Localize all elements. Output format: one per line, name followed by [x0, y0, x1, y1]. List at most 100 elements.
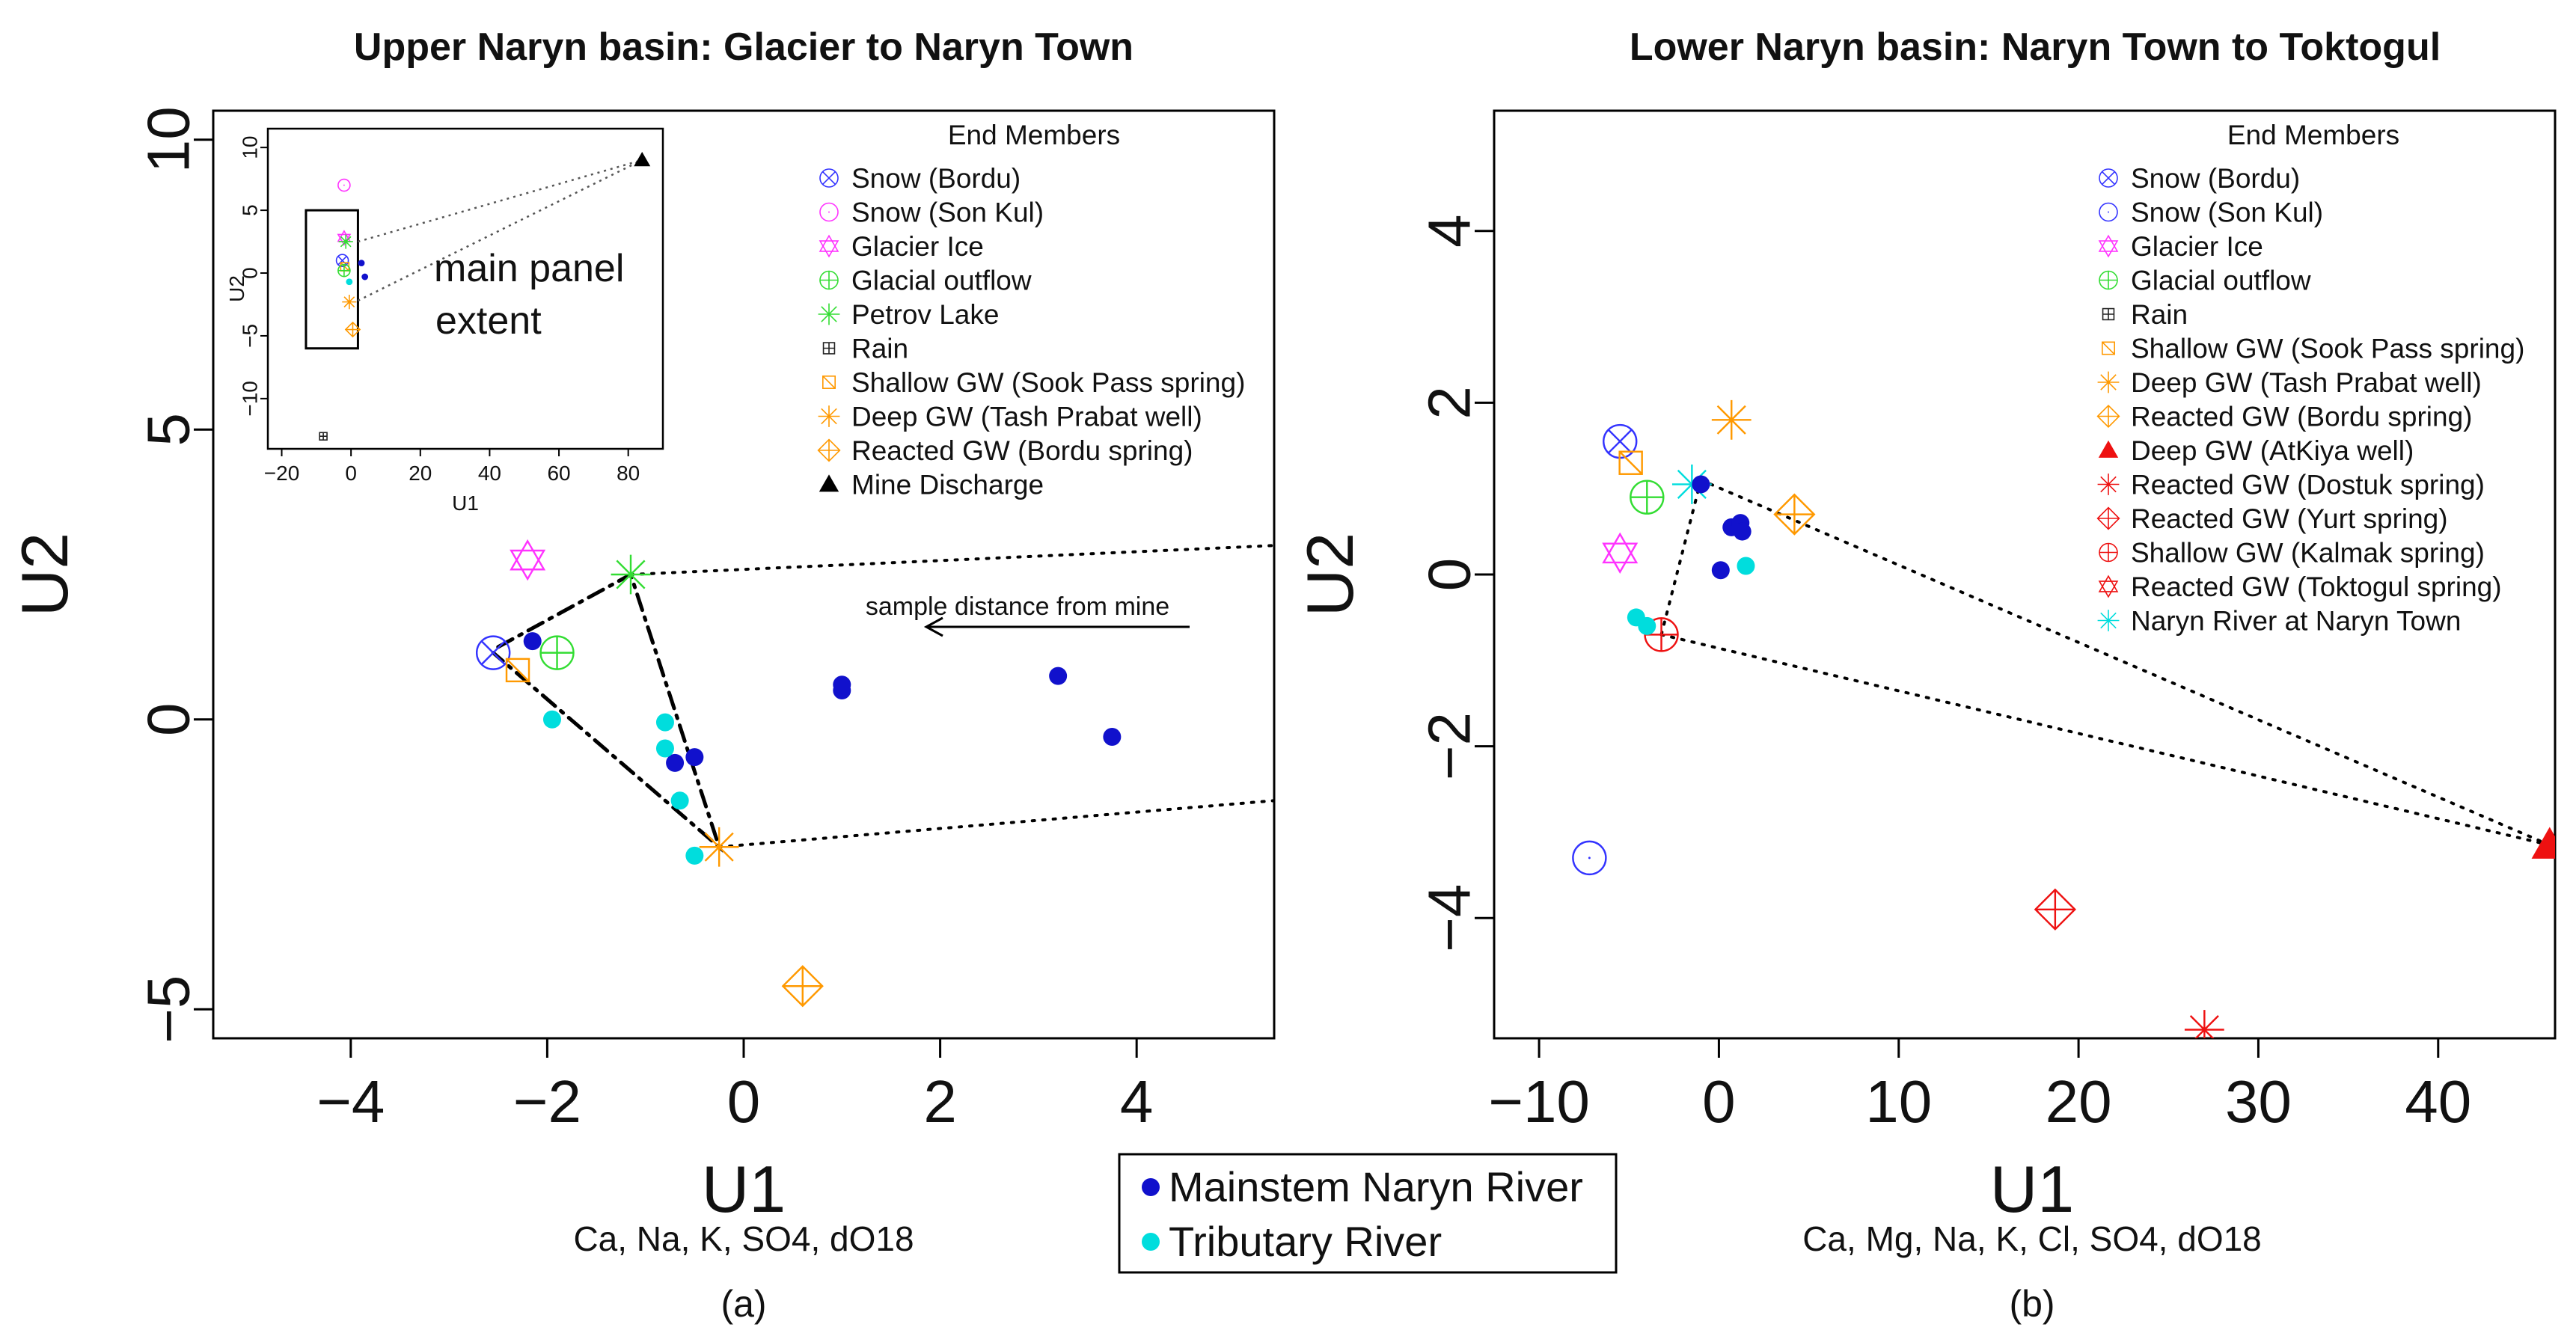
end-member-glacial-outflow [1630, 479, 1665, 515]
y-tick-label: −2 [1416, 712, 1483, 780]
legend-item-rain: Rain [2102, 299, 2188, 330]
inset-note-line-2: extent [435, 299, 542, 343]
legend-item-reacted-gw-dostuk-spring: Reacted GW (Dostuk spring) [2097, 470, 2485, 500]
mainstem-naryn-river-point [1733, 522, 1752, 541]
reacted-gw-bordu-spring-legend-marker [2096, 404, 2120, 429]
end-member-reacted-gw-bordu-spring [781, 965, 824, 1008]
inset-x-tick-label: 0 [345, 462, 357, 485]
mixing-line-1 [491, 572, 723, 853]
inset-point-asterisk [338, 234, 353, 249]
shallow-gw-sook-pass-spring-legend-marker [822, 376, 836, 389]
panel-b-subtitle: Ca, Mg, Na, K, Cl, SO4, dO18 [1802, 1219, 2262, 1258]
panel-b-x-label: U1 [1990, 1152, 2075, 1226]
legend-label: Snow (Son Kul) [2131, 197, 2323, 228]
legend-item-glacier-ice: Glacier Ice [2098, 231, 2263, 262]
shared-legend-tributary-marker [1142, 1233, 1160, 1251]
glacial-outflow-legend-marker [2099, 270, 2118, 290]
inset-point-triangle [634, 151, 651, 167]
legend-item-reacted-gw-yurt-spring: Reacted GW (Yurt spring) [2096, 503, 2448, 534]
reacted-gw-bordu-spring-legend-marker [817, 438, 841, 462]
tributary-river-point [655, 739, 674, 758]
mainstem-naryn-river-point [1711, 561, 1730, 580]
deep-gw-tash-prabat-well-legend-marker [2097, 371, 2120, 393]
inset-x-tick-label: 60 [547, 462, 570, 485]
panel-a: Upper Naryn basin: Glacier to Naryn Town… [7, 25, 1276, 1325]
panel-b-label: (b) [2009, 1283, 2055, 1325]
legend-label: Deep GW (AtKiya well) [2131, 435, 2414, 466]
legend-label: Glacial outflow [851, 266, 1032, 296]
mainstem-naryn-river-point [685, 748, 704, 767]
panel-b: Lower Naryn basin: Naryn Town to Toktogu… [1293, 25, 2557, 1325]
mainstem-naryn-river-point [523, 632, 542, 651]
legend-label: Snow (Son Kul) [851, 197, 1044, 228]
legend-label: Deep GW (Tash Prabat well) [851, 402, 1202, 432]
shared-legend-mainstem-label: Mainstem Naryn River [1169, 1163, 1583, 1210]
mainstem-naryn-river-point [1049, 667, 1068, 685]
legend-item-snow-bordu: Snow (Bordu) [819, 163, 1021, 194]
shallow-gw-kalmak-spring-legend-marker [2099, 542, 2118, 563]
mixing-line-3 [718, 799, 1274, 849]
x-tick-label: 10 [1865, 1068, 1932, 1135]
x-tick-label: 20 [2046, 1068, 2112, 1135]
y-tick-label: 0 [135, 703, 202, 737]
legend-label: Rain [851, 334, 908, 364]
legend-label: Naryn River at Naryn Town [2131, 606, 2461, 637]
legend-item-deep-gw-tash-prabat-well: Deep GW (Tash Prabat well) [818, 402, 1202, 432]
legend-label: Reacted GW (Dostuk spring) [2131, 470, 2485, 500]
mainstem-naryn-river-point [1692, 475, 1710, 494]
legend-label: Shallow GW (Sook Pass spring) [851, 367, 1245, 398]
legend-label: Glacier Ice [2131, 231, 2263, 262]
end-member-snow-son-kul [1572, 840, 1607, 876]
mixing-line-2 [1659, 633, 2551, 847]
deep-gw-tash-prabat-well-legend-marker [818, 405, 840, 427]
legend-item-petrov-lake: Petrov Lake [818, 299, 999, 330]
end-member-deep-gw-tash-prabat-well [699, 827, 739, 867]
panel-b-y-axis: −4 −2 0 2 4 [1416, 214, 1494, 952]
legend-label: Snow (Bordu) [851, 163, 1021, 194]
legend-item-reacted-gw-bordu-spring: Reacted GW (Bordu spring) [2096, 402, 2473, 432]
legend-label: Shallow GW (Sook Pass spring) [2131, 334, 2524, 364]
reacted-gw-dostuk-spring-legend-marker [2097, 474, 2120, 495]
y-tick-label: −4 [1416, 884, 1483, 952]
inset-point-dot [361, 273, 369, 281]
legend-item-deep-gw-tash-prabat-well: Deep GW (Tash Prabat well) [2097, 367, 2482, 398]
legend-item-reacted-gw-bordu-spring: Reacted GW (Bordu spring) [817, 435, 1193, 466]
panel-b-end-members [1572, 399, 2555, 1038]
panel-b-mixing-lines [1659, 478, 2551, 847]
inset-point-square-plus [319, 432, 328, 441]
annotation-sample-distance: sample distance from mine [866, 592, 1169, 621]
legend-item-mine-discharge: Mine Discharge [819, 470, 1044, 500]
mine-discharge-legend-marker [819, 474, 839, 492]
tributary-river-point [685, 846, 704, 865]
inset-point-asterisk [342, 295, 357, 310]
panel-b-y-label: U2 [1293, 533, 1367, 617]
panel-a-river-samples [523, 632, 1122, 865]
panel-a-legend: Snow (Bordu)Snow (Son Kul)Glacier Ice Gla… [817, 163, 1245, 500]
mixing-line-1 [1699, 478, 2551, 847]
x-tick-label: 40 [2405, 1068, 2471, 1135]
panel-a-subtitle: Ca, Na, K, SO4, dO18 [573, 1219, 914, 1258]
deep-gw-atkiya-well-legend-marker [2098, 440, 2119, 458]
inset-y-tick-label: 10 [239, 136, 262, 159]
legend-label: Reacted GW (Bordu spring) [2131, 402, 2473, 432]
x-tick-label: −2 [513, 1068, 581, 1135]
legend-label: Reacted GW (Yurt spring) [2131, 503, 2448, 534]
end-member-petrov-lake [611, 554, 651, 595]
end-member-reacted-gw-yurt-spring [2034, 888, 2076, 931]
y-tick-label: 4 [1416, 214, 1483, 248]
rain-legend-marker [2102, 307, 2115, 321]
shared-legend-mainstem-marker [1142, 1178, 1160, 1196]
inset-lines [305, 159, 643, 350]
end-member-snow-bordu [475, 635, 511, 670]
inset-y-tick-label: 5 [239, 204, 262, 216]
shared-legend: Mainstem Naryn River Tributary River [1118, 1153, 1618, 1274]
tributary-river-point [1638, 616, 1656, 635]
glacier-ice-legend-marker [2098, 234, 2119, 258]
legend-label: Mine Discharge [851, 470, 1044, 500]
inset-x-tick-label: −20 [264, 462, 300, 485]
tributary-river-point [670, 791, 689, 810]
x-tick-label: 2 [923, 1068, 957, 1135]
x-tick-label: 0 [727, 1068, 761, 1135]
snow-son-kul-legend-marker [2099, 202, 2118, 222]
